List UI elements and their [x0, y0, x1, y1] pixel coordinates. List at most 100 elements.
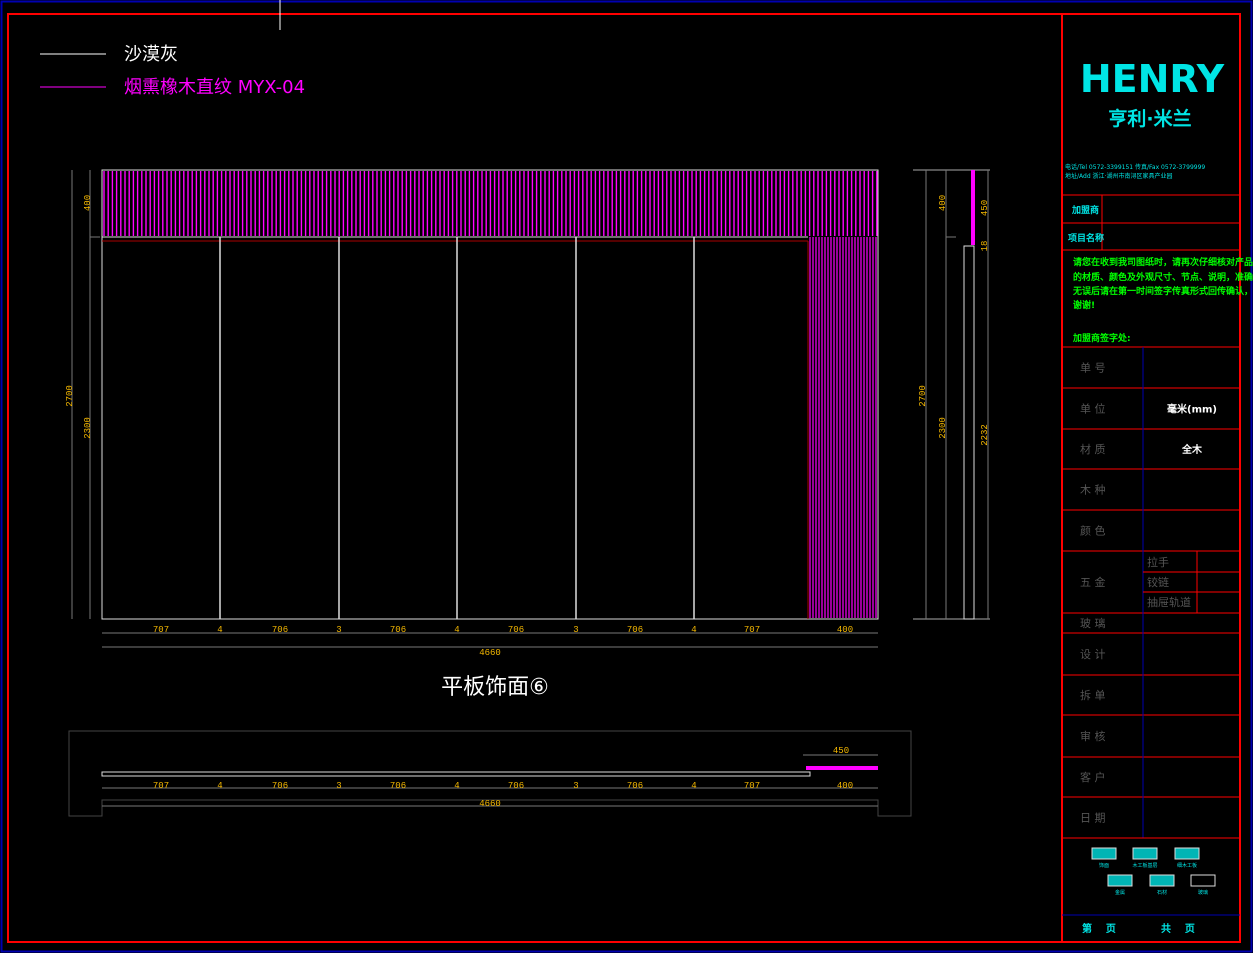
hatch-label: 玻璃 — [1198, 889, 1208, 896]
hatch-swatch — [1190, 874, 1216, 887]
legend-label-gray: 沙漠灰 — [124, 44, 178, 65]
dim-width: 706 — [508, 625, 524, 635]
notice-line: 的材质、颜色及外观尺寸、节点、说明，准确 — [1073, 271, 1253, 283]
hatch-label: 细木工板 — [1177, 862, 1197, 869]
title-row: 客 户 — [1080, 770, 1106, 784]
hatch-swatch — [1107, 874, 1133, 887]
row-label: 五 金 — [1080, 575, 1106, 589]
legend-label-oak: 烟熏橡木直纹 MYX-04 — [124, 77, 305, 98]
hardware-item: 拉手 — [1147, 555, 1169, 569]
row-label: 拆 单 — [1080, 688, 1106, 702]
row-label: 材 质 — [1080, 442, 1106, 456]
drawing-title: 平板饰面⑥ — [441, 675, 549, 700]
dim-width: 706 — [508, 781, 524, 791]
dim-width: 4 — [217, 625, 222, 635]
plan-panels — [101, 771, 811, 777]
title-row: 玻 璃 — [1080, 616, 1106, 630]
page-total: 共 页 — [1161, 922, 1195, 935]
plan-view: 450 707 4 706 3 706 4 706 3 706 4 707 400 4660 — [68, 730, 912, 817]
logo-chinese: 亨利·米兰 — [1108, 107, 1191, 130]
row-label: 设 计 — [1080, 648, 1106, 661]
dim-width: 706 — [272, 781, 288, 791]
hardware-item: 铰链 — [1147, 575, 1169, 589]
side-dim-panel-top: 450 — [980, 200, 990, 216]
title-row: 木 种 — [1080, 483, 1106, 497]
dealer-label: 加盟商 — [1071, 204, 1099, 216]
dim-total-width: 4660 — [479, 648, 501, 658]
hatch-swatch — [1174, 847, 1200, 860]
title-row: 日 期 — [1080, 812, 1106, 825]
hatch-swatch — [1132, 847, 1158, 860]
side-dim-panel: 2232 — [980, 424, 990, 446]
side-panel — [963, 245, 975, 620]
dim-width: 706 — [390, 781, 406, 791]
dim-width: 4 — [691, 781, 696, 791]
title-row: 拆 单 — [1080, 688, 1106, 702]
hatch-label: 金属 — [1115, 889, 1125, 896]
side-dim-overall: 2700 — [918, 385, 928, 407]
plan-veneer — [806, 766, 878, 770]
hatch-label: 饰面 — [1099, 862, 1109, 869]
hardware-item: 抽屉轨道 — [1147, 595, 1191, 609]
dim-width: 400 — [837, 781, 853, 791]
dim-width: 4 — [454, 781, 459, 791]
side-dim-lower: 2300 — [938, 417, 948, 439]
side-veneer — [971, 170, 975, 245]
plan-dim-total: 4660 — [479, 799, 501, 809]
dim-lower: 2300 — [83, 417, 93, 439]
row-label: 审 核 — [1080, 729, 1106, 743]
dim-width: 3 — [336, 625, 341, 635]
hatch-label: 石材 — [1157, 889, 1167, 896]
dim-width: 3 — [573, 625, 578, 635]
dim-width: 706 — [272, 625, 288, 635]
row-value: 毫米(mm) — [1167, 403, 1217, 416]
contact-tel-fax: 电话/Tel 0572-3399151 传真/Fax 0572-3799999 — [1065, 163, 1205, 171]
notice-line: 请您在收到我司图纸时，请再次仔细核对产品 — [1073, 256, 1253, 268]
title-row: 审 核 — [1080, 729, 1106, 743]
row-label: 单 号 — [1080, 362, 1106, 375]
row-label: 日 期 — [1080, 812, 1106, 825]
dim-width: 707 — [744, 781, 760, 791]
panel-joints — [219, 237, 695, 619]
dim-overall-height: 2700 — [65, 385, 75, 407]
signature-label: 加盟商签字处: — [1072, 332, 1131, 344]
dim-top-band: 400 — [83, 195, 93, 211]
dim-width: 706 — [390, 625, 406, 635]
notice-line: 谢谢! — [1073, 299, 1095, 311]
row-label: 颜 色 — [1080, 524, 1106, 538]
hatch-swatch — [1091, 847, 1117, 860]
title-row: 五 金 — [1080, 575, 1106, 589]
dim-width: 400 — [837, 625, 853, 635]
front-elevation: 2700 400 2300 707 4 706 3 706 4 706 3 706 4 707 400… — [65, 169, 879, 658]
title-row: 设 计 — [1080, 648, 1106, 661]
contact-address: 地址/Add 浙江·湖州市南浔区家具产业园 — [1065, 172, 1172, 180]
dim-width: 706 — [627, 781, 643, 791]
project-label: 项目名称 — [1068, 232, 1104, 244]
title-row: 单 位 毫米(mm) — [1080, 402, 1217, 416]
drawing-frame — [7, 13, 1241, 943]
page-current: 第 页 — [1082, 922, 1116, 935]
dim-width: 3 — [573, 781, 578, 791]
row-value: 全木 — [1181, 443, 1203, 456]
dim-width: 4 — [691, 625, 696, 635]
side-dim-top: 400 — [938, 195, 948, 211]
hatch-label: 木工板基层 — [1132, 862, 1157, 869]
oak-veneer-hatch — [102, 171, 878, 618]
row-label: 单 位 — [1080, 402, 1106, 416]
legend: 沙漠灰 烟熏橡木直纹 MYX-04 — [40, 44, 305, 98]
title-block: HENRY 亨利·米兰 电话/Tel 0572-3399151 传真/Fax 0… — [1061, 14, 1253, 942]
row-label: 客 户 — [1080, 770, 1106, 784]
side-section: 2700 400 2300 450 18 2232 — [913, 169, 990, 620]
plan-dim-return: 450 — [833, 746, 849, 756]
dim-width: 4 — [454, 625, 459, 635]
wall-outline — [101, 169, 879, 620]
dim-width: 706 — [627, 625, 643, 635]
dim-width: 4 — [217, 781, 222, 791]
side-dim-gap: 18 — [980, 241, 990, 252]
logo: HENRY — [1080, 57, 1225, 101]
hatch-swatch — [1149, 874, 1175, 887]
row-label: 木 种 — [1080, 483, 1106, 497]
